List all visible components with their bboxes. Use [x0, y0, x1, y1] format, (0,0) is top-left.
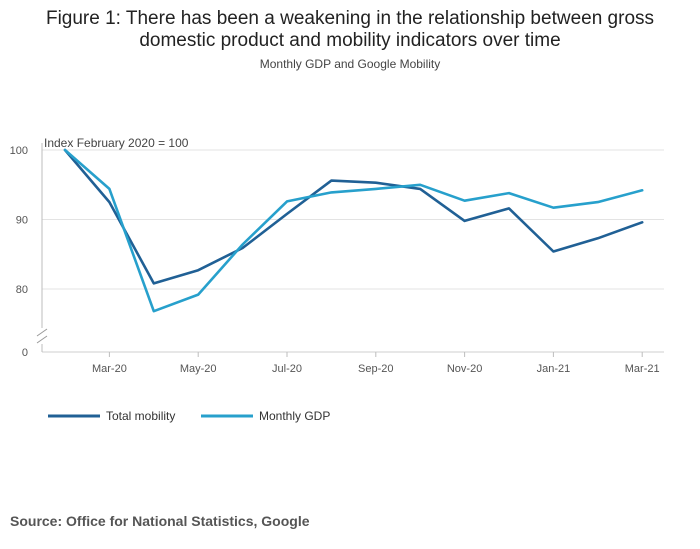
source-note: Source: Office for National Statistics, …: [10, 513, 310, 529]
chart-title-line-1: Figure 1: There has been a weakening in …: [45, 8, 655, 29]
axis-break-mark: [36, 328, 48, 337]
chart-title-line-2: domestic product and mobility indicators…: [139, 30, 561, 51]
legend-label: Total mobility: [106, 409, 175, 423]
x-tick-label: May-20: [180, 363, 217, 375]
legend-label: Monthly GDP: [259, 409, 330, 423]
y-axis-label: Index February 2020 = 100: [44, 136, 189, 150]
axis-break-mark: [36, 335, 48, 344]
y-tick-label: 80: [16, 284, 28, 296]
x-tick-label: Nov-20: [447, 363, 482, 375]
x-tick-label: Mar-20: [92, 363, 127, 375]
chart-subtitle: Monthly GDP and Google Mobility: [259, 57, 441, 71]
y-tick-label: 90: [16, 215, 28, 227]
series-line-total-mobility: [63, 148, 644, 285]
x-tick-label: Sep-20: [358, 363, 393, 375]
y-tick-label: 0: [22, 347, 28, 359]
y-tick-label: 100: [10, 145, 28, 157]
chart-title: Figure 1: There has been a weakening in …: [0, 8, 700, 52]
series-line-monthly-gdp: [63, 148, 644, 313]
x-tick-label: Mar-21: [625, 363, 660, 375]
x-tick-label: Jan-21: [537, 363, 571, 375]
axis-break-gap: [36, 328, 48, 344]
x-tick-label: Jul-20: [272, 363, 302, 375]
